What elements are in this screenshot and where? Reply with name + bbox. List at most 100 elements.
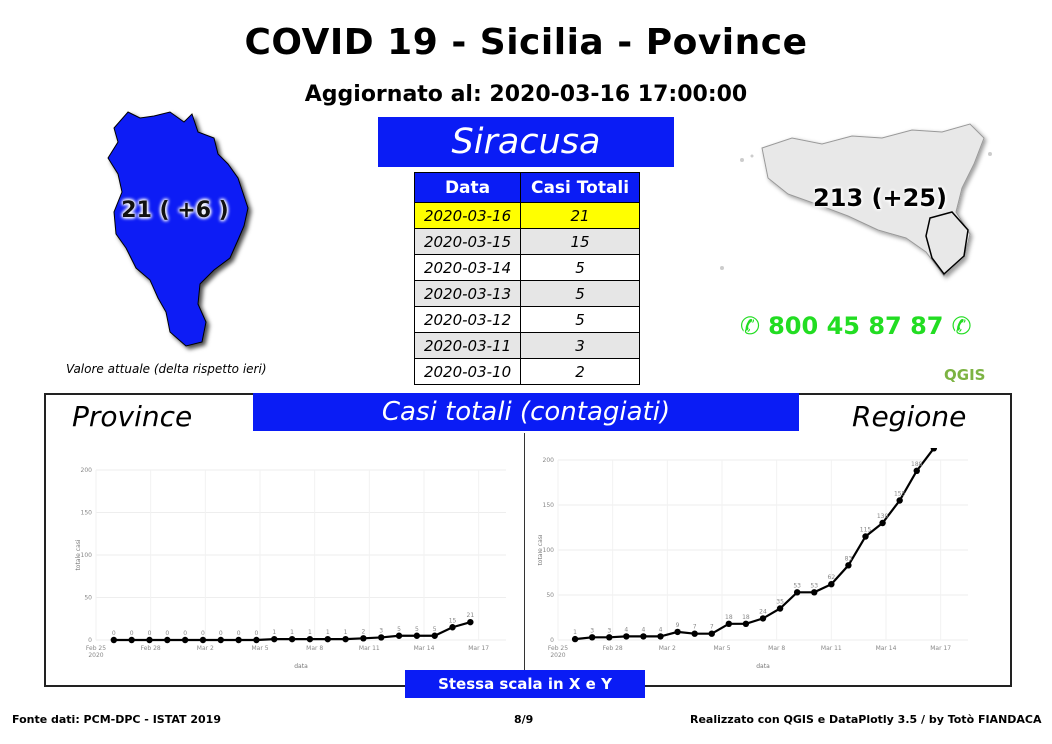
data-label: 5 xyxy=(397,626,401,633)
cell-cases: 5 xyxy=(520,306,640,333)
table-row: 2020-03-16 21 xyxy=(413,202,640,229)
data-point xyxy=(776,605,784,612)
data-label: 7 xyxy=(710,624,714,631)
data-label: 3 xyxy=(607,627,611,634)
data-point xyxy=(467,618,474,626)
cases-table: Data Casi Totali 2020-03-16 21 2020-03-15… xyxy=(413,172,640,385)
y-tick-label: 100 xyxy=(81,552,93,559)
x-tick-label: Mar 2 xyxy=(659,645,676,652)
table-row: 2020-03-12 5 xyxy=(413,306,640,333)
x-tick-label: Feb 28 xyxy=(141,645,161,652)
y-tick-label: 100 xyxy=(543,547,555,554)
cell-date: 2020-03-11 xyxy=(413,332,522,359)
data-point xyxy=(378,634,385,641)
table-header-row: Data Casi Totali xyxy=(413,172,640,203)
value-caption: Valore attuale (delta rispetto ieri) xyxy=(66,362,267,376)
data-point xyxy=(657,633,664,640)
data-label: 5 xyxy=(433,626,437,633)
data-label: 115 xyxy=(860,527,872,534)
data-label: 62 xyxy=(828,574,836,581)
cell-cases: 3 xyxy=(520,332,640,359)
table-row: 2020-03-13 5 xyxy=(413,280,640,307)
x-tick-label: Mar 8 xyxy=(768,645,785,652)
cell-date: 2020-03-15 xyxy=(413,228,522,255)
data-label: 1 xyxy=(573,629,577,636)
data-label: 83 xyxy=(845,555,853,562)
data-point xyxy=(449,624,456,631)
data-point xyxy=(164,636,171,644)
x-tick-label: Feb 25 xyxy=(548,645,568,652)
data-label: 4 xyxy=(624,626,628,633)
cell-cases: 2 xyxy=(520,358,640,385)
data-point xyxy=(845,562,852,569)
charts-divider xyxy=(524,433,525,685)
data-label: 1 xyxy=(344,629,348,636)
data-point xyxy=(306,635,314,643)
data-point xyxy=(288,635,296,643)
phone-icon: ✆ xyxy=(951,312,972,340)
data-label: 3 xyxy=(590,627,594,634)
data-label: 0 xyxy=(237,630,241,637)
data-point xyxy=(342,635,349,643)
region-chart-label: Regione xyxy=(852,400,967,433)
y-tick-label: 0 xyxy=(88,637,92,644)
y-tick-label: 0 xyxy=(550,637,554,644)
x-tick-label: 2020 xyxy=(550,652,565,659)
x-axis-label: data xyxy=(294,663,308,668)
data-point xyxy=(199,636,207,644)
y-tick-label: 200 xyxy=(543,457,555,464)
table-row: 2020-03-15 15 xyxy=(413,228,640,255)
data-point xyxy=(640,633,647,640)
data-point xyxy=(217,636,224,644)
data-point xyxy=(708,630,715,637)
x-tick-label: 2020 xyxy=(88,652,103,659)
footer-source: Fonte dati: PCM-DPC - ISTAT 2019 xyxy=(12,713,221,726)
data-label: 188 xyxy=(911,461,923,468)
data-point xyxy=(674,628,681,636)
x-axis-label: data xyxy=(756,663,770,668)
x-tick-label: Mar 11 xyxy=(359,645,380,652)
column-header-cases: Casi Totali xyxy=(520,172,640,203)
data-label: 24 xyxy=(759,608,767,615)
cell-date: 2020-03-10 xyxy=(413,358,522,385)
data-label: 15 xyxy=(449,617,457,624)
y-tick-label: 150 xyxy=(81,510,93,517)
page-title: COVID 19 - Sicilia - Povince xyxy=(244,22,808,63)
update-timestamp: Aggiornato al: 2020-03-16 17:00:00 xyxy=(304,82,748,107)
footer-credits: Realizzato con QGIS e DataPlotly 3.5 / b… xyxy=(690,713,1042,726)
data-label: 1 xyxy=(308,629,312,636)
data-label: 5 xyxy=(415,626,419,633)
x-tick-label: Mar 14 xyxy=(876,645,897,652)
cell-cases: 5 xyxy=(520,280,640,307)
data-point xyxy=(742,620,750,627)
data-label: 2 xyxy=(361,628,365,635)
data-label: 4 xyxy=(642,626,646,633)
x-tick-label: Mar 17 xyxy=(930,645,951,652)
data-point xyxy=(606,634,613,641)
data-point xyxy=(759,615,767,622)
y-tick-label: 200 xyxy=(81,467,93,474)
data-label: 0 xyxy=(201,630,205,637)
data-label: 130 xyxy=(877,513,889,520)
data-label: 0 xyxy=(255,630,259,637)
table-row: 2020-03-11 3 xyxy=(413,332,640,359)
province-map xyxy=(107,111,249,347)
y-tick-label: 150 xyxy=(543,502,555,509)
province-value: 21 ( +6 ) xyxy=(121,198,229,223)
data-point xyxy=(253,636,260,644)
data-label: 0 xyxy=(165,630,169,637)
cell-cases: 15 xyxy=(520,228,640,255)
region-map xyxy=(720,123,992,277)
footer-page-number: 8/9 xyxy=(514,713,534,726)
cell-date: 2020-03-16 xyxy=(413,202,522,229)
data-label: 7 xyxy=(693,624,697,631)
x-tick-label: Mar 17 xyxy=(468,645,489,652)
x-tick-label: Mar 2 xyxy=(197,645,214,652)
scale-note-banner: Stessa scala in X e Y xyxy=(405,670,645,698)
data-label: 53 xyxy=(793,582,801,589)
data-label: 0 xyxy=(219,630,223,637)
x-tick-label: Mar 11 xyxy=(821,645,842,652)
data-label: 53 xyxy=(810,582,818,589)
charts-title-banner: Casi totali (contagiati) xyxy=(253,393,799,431)
